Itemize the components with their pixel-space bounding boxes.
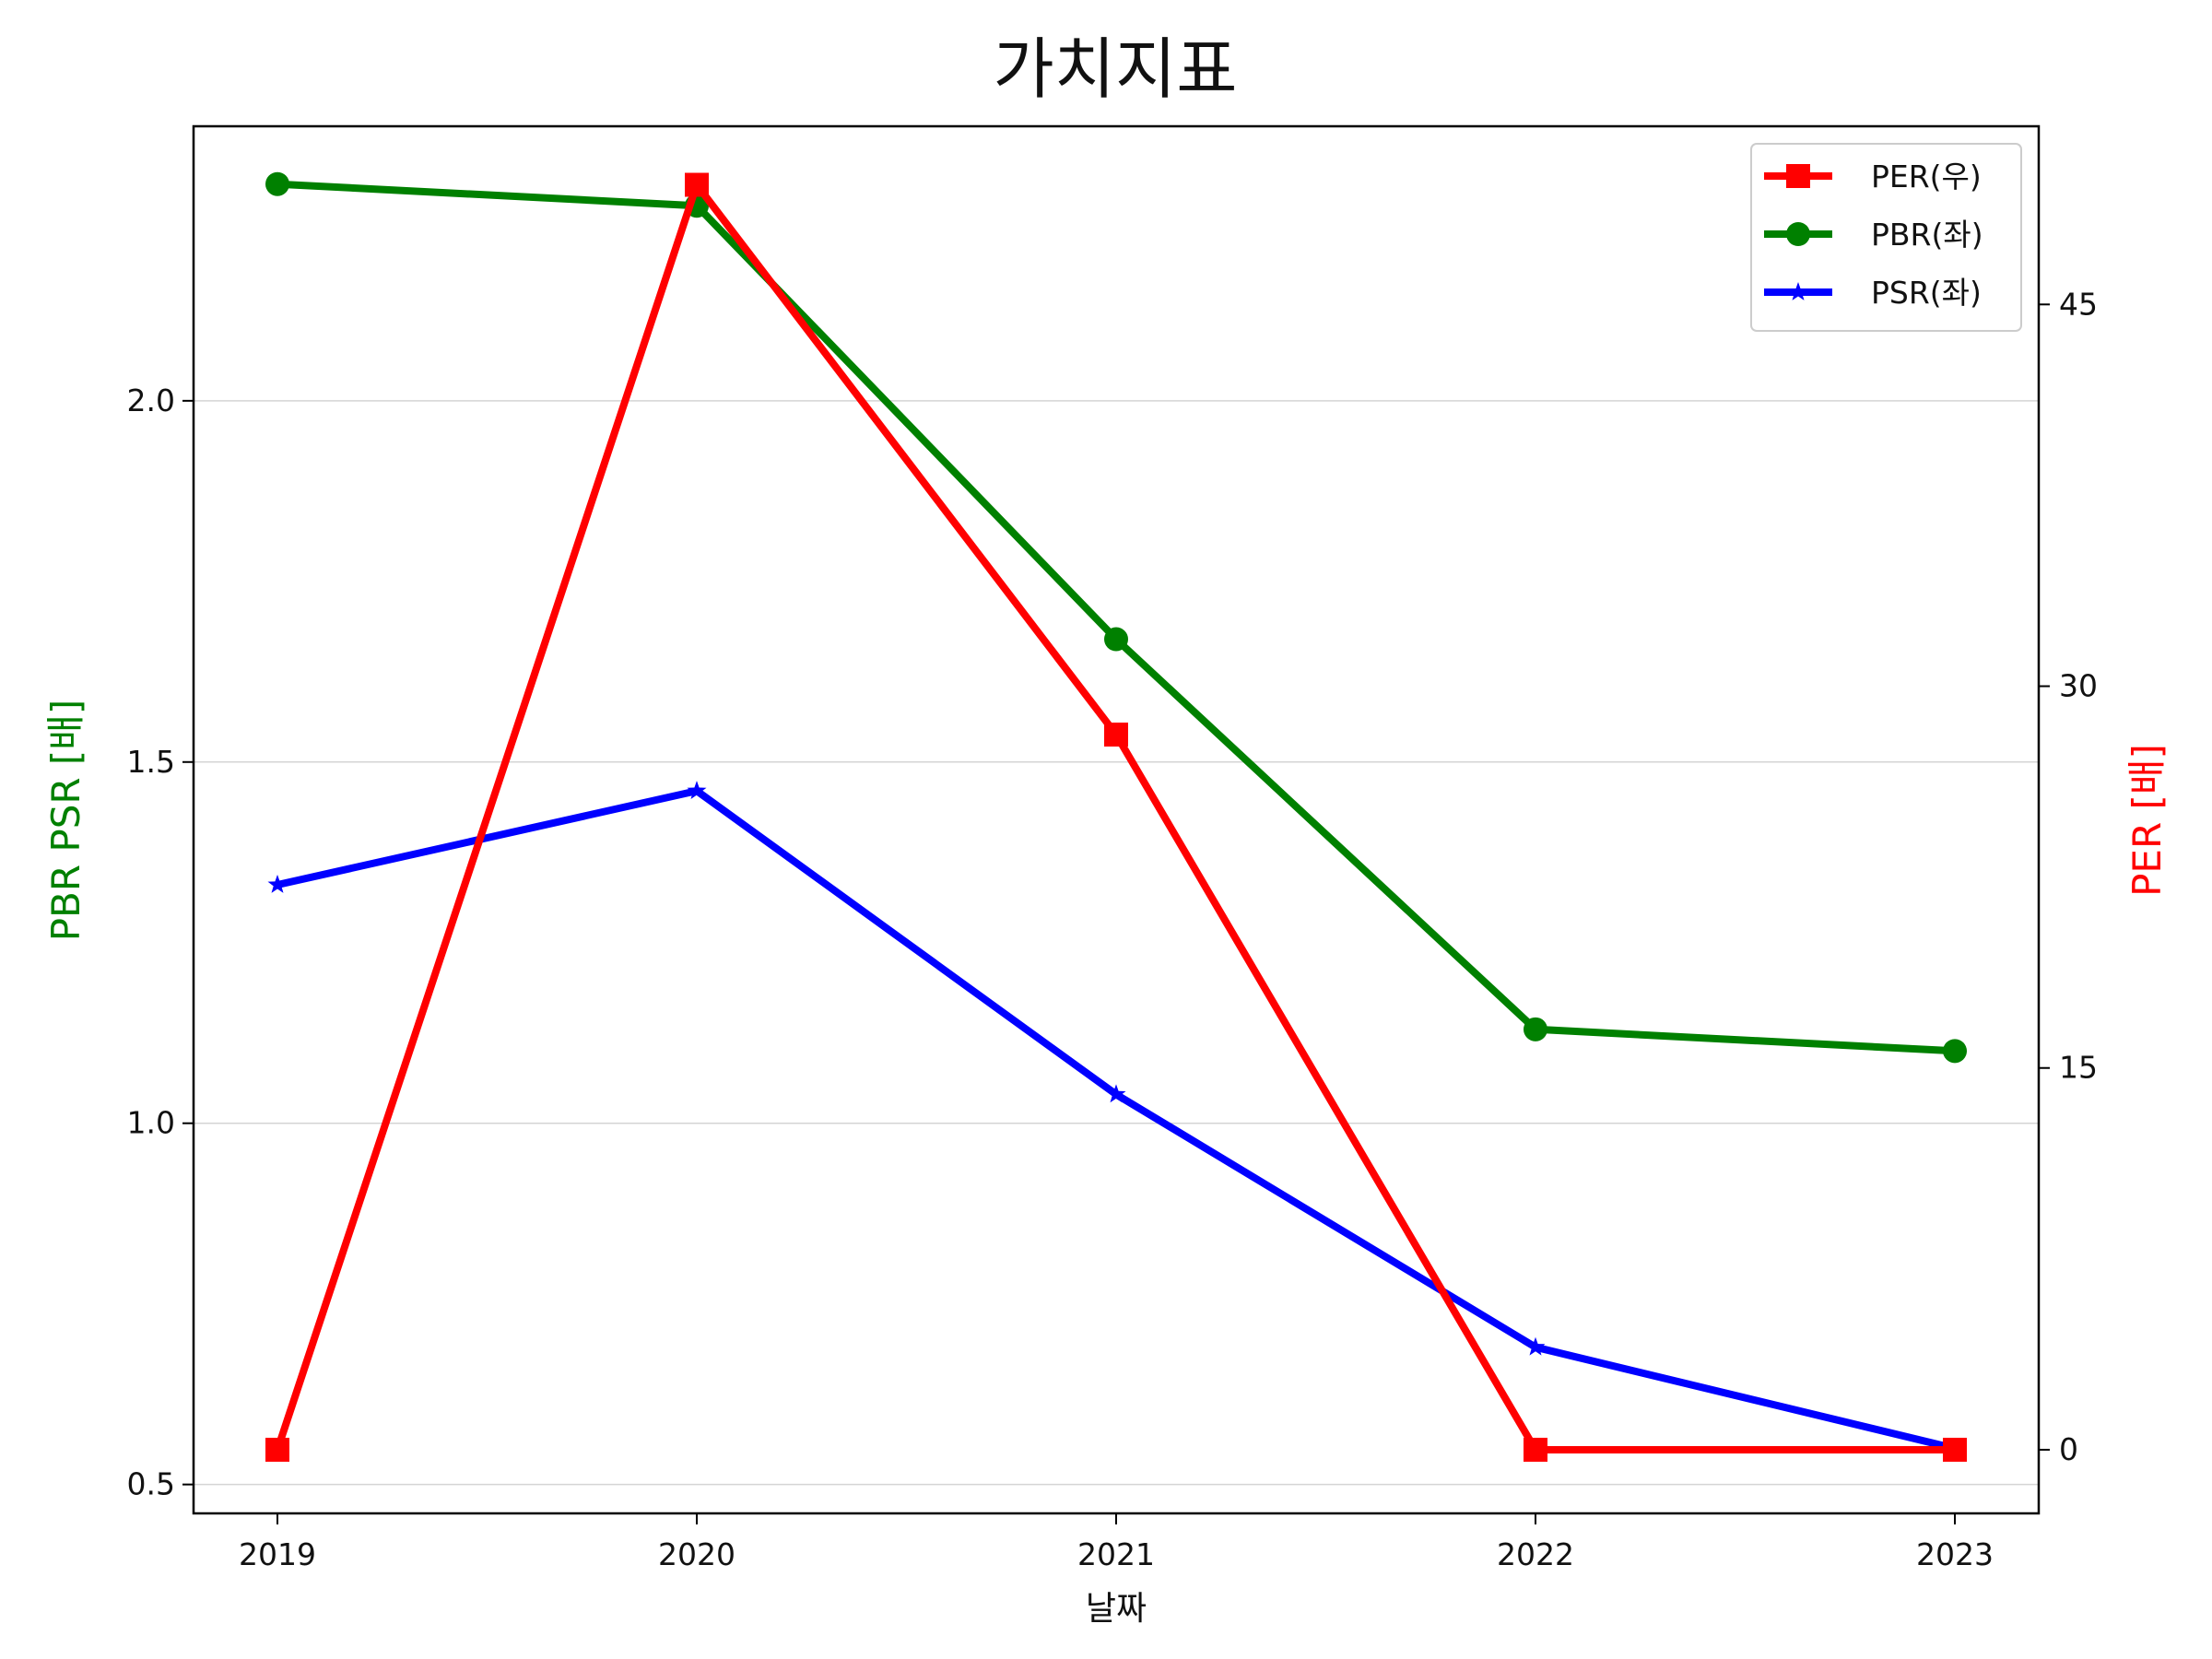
chart-title: 가치지표 xyxy=(994,30,1238,108)
legend-label-psr: PSR(좌) xyxy=(1871,275,1982,311)
legend-marker-psr xyxy=(1788,282,1808,300)
grid-layer xyxy=(194,400,2039,1486)
x-tick-label: 2022 xyxy=(1497,1536,1574,1572)
per-point xyxy=(685,172,709,197)
right-y-tick-label: 30 xyxy=(2059,668,2098,704)
psr-point xyxy=(687,781,707,799)
series-pbr xyxy=(265,171,1967,1064)
x-axis-label: 날짜 xyxy=(1086,1590,1147,1628)
right-y-axis-label: PER [배] xyxy=(2124,744,2170,897)
x-tick-label: 2020 xyxy=(658,1536,735,1572)
pbr-point xyxy=(1524,1017,1547,1041)
pbr-line xyxy=(276,180,1956,1055)
psr-point xyxy=(1106,1084,1126,1103)
left-y-tick-label: 2.0 xyxy=(127,382,175,418)
pbr-point xyxy=(265,171,289,196)
per-point xyxy=(1104,722,1128,747)
per-point xyxy=(1524,1437,1547,1462)
per-point xyxy=(1943,1437,1967,1462)
left-y-tick-label: 0.5 xyxy=(127,1466,175,1502)
legend-marker-pbr xyxy=(1786,222,1810,246)
left-y-axis-label: PBR PSR [배] xyxy=(43,700,88,942)
series-layer xyxy=(265,171,1967,1462)
x-tick-label: 2023 xyxy=(1916,1536,1994,1572)
series-per xyxy=(265,172,1967,1462)
right-y-tick-label: 15 xyxy=(2059,1050,2098,1086)
x-tick-label: 2021 xyxy=(1077,1536,1155,1572)
legend-box xyxy=(1750,143,2022,332)
per-line xyxy=(274,181,1955,1453)
left-y-tick-label: 1.5 xyxy=(127,744,175,780)
legend: PER(우) PBR(좌) PSR(좌) xyxy=(1750,143,2022,332)
pbr-point xyxy=(1104,627,1128,652)
per-point xyxy=(265,1437,289,1462)
x-tick-label: 2019 xyxy=(239,1536,316,1572)
psr-point xyxy=(267,875,288,893)
psr-line xyxy=(276,787,1956,1453)
right-y-tick-label: 45 xyxy=(2059,286,2098,322)
psr-point xyxy=(1525,1336,1546,1356)
left-y-tick-label: 1.0 xyxy=(127,1105,175,1141)
axis-layer: 0.5 1.0 1.5 2.0 0 15 30 45 2019 2020 2021 2022 2023 xyxy=(127,286,2098,1572)
legend-marker-per xyxy=(1786,164,1810,188)
series-psr xyxy=(267,781,1965,1457)
legend-items: PER(우) PBR(좌) PSR(좌) xyxy=(1764,159,1983,311)
right-y-tick-label: 0 xyxy=(2059,1431,2078,1467)
plot-frame xyxy=(192,124,2041,1515)
legend-label-per: PER(우) xyxy=(1871,159,1982,194)
pbr-point xyxy=(1943,1039,1967,1064)
legend-label-pbr: PBR(좌) xyxy=(1871,217,1983,253)
